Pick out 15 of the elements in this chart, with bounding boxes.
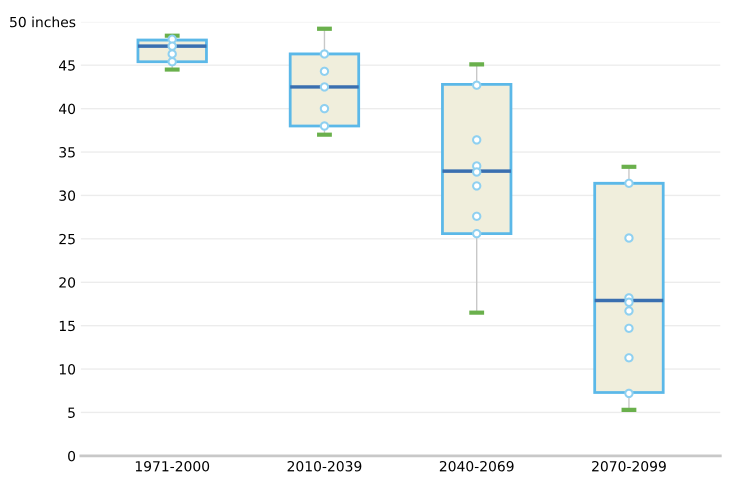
y-tick-label: 45 bbox=[58, 60, 75, 71]
x-tick-label: 1971-2000 bbox=[136, 461, 210, 472]
y-tick-label: 20 bbox=[59, 277, 76, 288]
y-tick-label: 25 bbox=[59, 234, 75, 244]
y-tick-label: 0 bbox=[68, 450, 76, 462]
y-tick-label: 35 bbox=[59, 147, 75, 158]
y-tick-label: 5 bbox=[68, 408, 75, 418]
y-tick-label: 30 bbox=[59, 190, 76, 201]
y-tick-label: 15 bbox=[60, 320, 75, 332]
x-tick-label: 2010-2039 bbox=[288, 461, 362, 472]
y-tick-label: 10 bbox=[60, 364, 76, 375]
y-tick-label: 50 inches bbox=[10, 16, 76, 28]
y-tick-label: 40 bbox=[58, 104, 76, 114]
x-tick-label: 2070-2099 bbox=[592, 461, 666, 472]
x-tick-label: 2040-2069 bbox=[440, 461, 514, 472]
